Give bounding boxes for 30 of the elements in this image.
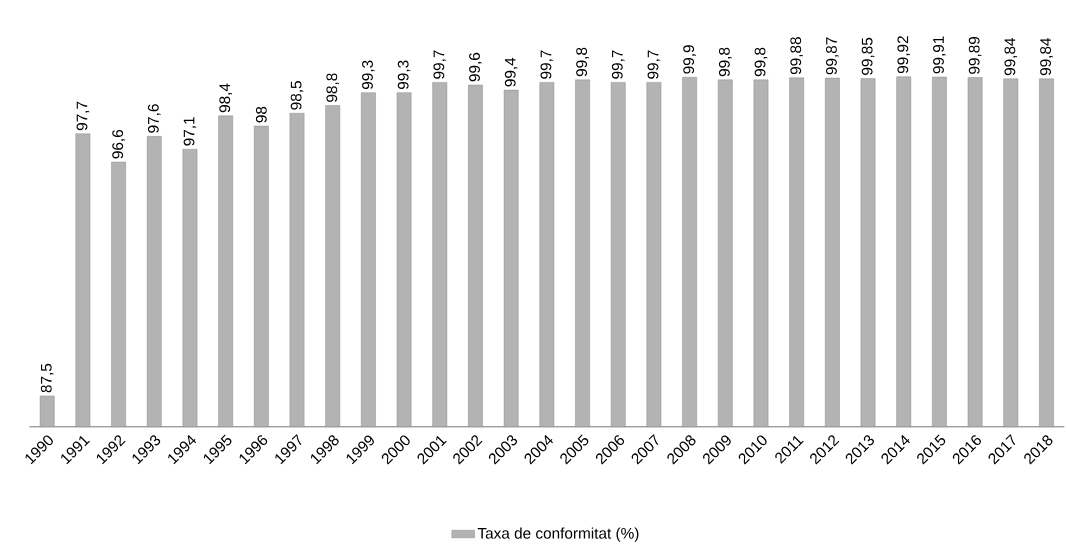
data-label: 98,5 bbox=[290, 81, 304, 110]
data-label: 97,6 bbox=[147, 104, 161, 133]
data-label: 99,9 bbox=[683, 45, 696, 74]
data-label: 99,85 bbox=[861, 37, 875, 75]
data-label: 99,3 bbox=[362, 60, 375, 89]
data-label: 99,84 bbox=[1040, 37, 1053, 76]
data-label: 99,91 bbox=[933, 36, 946, 74]
data-label: 99,7 bbox=[433, 50, 447, 79]
data-label: 99,7 bbox=[611, 50, 625, 79]
data-label: 98,4 bbox=[219, 83, 232, 113]
data-label: 97,1 bbox=[183, 117, 197, 146]
data-label: 99,87 bbox=[826, 37, 839, 75]
data-label: 99,7 bbox=[647, 50, 661, 79]
data-label: 99,4 bbox=[504, 57, 518, 87]
data-label: 99,89 bbox=[968, 36, 982, 74]
data-label: 99,6 bbox=[469, 52, 482, 82]
data-label: 96,6 bbox=[112, 129, 125, 159]
data-label: 99,88 bbox=[790, 37, 803, 75]
data-label: 87,5 bbox=[40, 363, 54, 393]
data-label: 99,8 bbox=[754, 47, 768, 77]
data-label: 99,7 bbox=[540, 50, 554, 79]
data-label: 97,7 bbox=[76, 101, 90, 131]
data-label: 98 bbox=[255, 106, 267, 123]
data-label: 99,92 bbox=[897, 36, 911, 74]
data-label: 98,8 bbox=[326, 73, 340, 102]
legend-label: Taxa de conformitat (%) bbox=[477, 527, 639, 542]
data-label: 99,8 bbox=[718, 47, 732, 77]
data-label: 99,8 bbox=[576, 47, 589, 77]
data-label: 99,84 bbox=[1004, 37, 1018, 76]
data-label: 99,3 bbox=[397, 60, 411, 89]
